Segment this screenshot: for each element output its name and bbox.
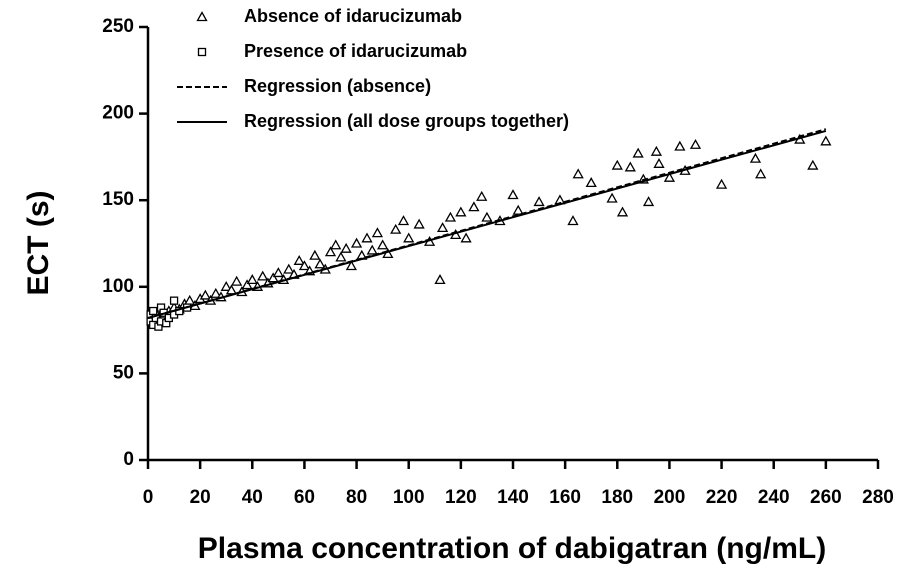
- point: [689, 138, 702, 149]
- point: [674, 140, 686, 151]
- point: [267, 272, 279, 283]
- point: [397, 215, 410, 226]
- y-axis-title: ECT (s): [22, 191, 55, 296]
- point: [377, 239, 389, 250]
- point: [653, 158, 665, 168]
- point: [755, 168, 767, 179]
- point: [184, 294, 196, 305]
- point: [283, 263, 295, 274]
- point: [199, 289, 211, 300]
- point: [149, 306, 158, 316]
- x-tick-label: 180: [601, 487, 633, 508]
- legend-label: Regression (all dose groups together): [244, 111, 569, 131]
- legend-label: Absence of idarucizumab: [244, 6, 462, 26]
- point: [309, 249, 321, 260]
- point: [330, 239, 342, 250]
- point: [476, 190, 488, 201]
- point: [460, 232, 472, 243]
- point: [231, 275, 243, 286]
- x-tick-label: 100: [393, 487, 425, 508]
- y-tick-label: 0: [123, 449, 134, 470]
- x-tick-label: 260: [810, 487, 842, 508]
- point: [390, 223, 402, 234]
- point: [507, 189, 519, 200]
- x-tick-label: 80: [346, 487, 367, 508]
- point: [210, 287, 222, 298]
- point: [335, 251, 347, 262]
- point: [533, 196, 545, 207]
- point: [298, 260, 311, 271]
- x-tick-label: 40: [242, 487, 263, 508]
- regression-line: [147, 129, 827, 319]
- point: [567, 215, 579, 226]
- point: [749, 152, 762, 163]
- point: [220, 280, 232, 291]
- point: [340, 242, 352, 253]
- x-tick-label: 20: [190, 487, 211, 508]
- point: [807, 159, 819, 170]
- point: [616, 206, 629, 217]
- y-tick-label: 100: [102, 276, 134, 297]
- point: [413, 218, 425, 229]
- point: [606, 192, 618, 203]
- point: [663, 171, 676, 182]
- x-tick-label: 120: [445, 487, 477, 508]
- point: [512, 204, 524, 215]
- point: [403, 232, 415, 243]
- point: [444, 211, 457, 222]
- x-tick-label: 280: [862, 487, 894, 508]
- x-axis-title: Plasma concentration of dabigatran (ng/m…: [198, 532, 826, 565]
- x-tick-label: 140: [497, 487, 529, 508]
- point: [820, 135, 832, 146]
- point: [272, 267, 284, 278]
- point: [314, 258, 326, 269]
- point: [468, 201, 480, 212]
- point: [611, 159, 623, 170]
- point: [366, 244, 378, 255]
- point: [650, 145, 663, 156]
- y-tick-label: 50: [113, 362, 134, 383]
- point: [324, 246, 337, 257]
- point: [436, 222, 449, 233]
- point: [361, 232, 373, 243]
- y-tick-label: 200: [102, 103, 134, 124]
- x-tick-label: 200: [654, 487, 686, 508]
- x-tick-label: 60: [294, 487, 315, 508]
- point: [572, 168, 584, 179]
- legend-symbol: [197, 47, 207, 57]
- point: [350, 237, 363, 248]
- point: [455, 206, 467, 217]
- point: [241, 279, 253, 290]
- point: [585, 177, 597, 188]
- point: [246, 274, 258, 285]
- point: [434, 274, 446, 285]
- point: [371, 227, 384, 238]
- point: [642, 196, 655, 207]
- point: [715, 178, 728, 189]
- x-tick-label: 220: [706, 487, 738, 508]
- point: [293, 254, 305, 265]
- legend-label: Regression (absence): [244, 76, 431, 96]
- point: [481, 211, 493, 222]
- point: [257, 270, 269, 281]
- legend-symbol: [196, 11, 208, 22]
- x-tick-label: 160: [549, 487, 581, 508]
- x-tick-label: 240: [758, 487, 790, 508]
- y-tick-label: 150: [102, 189, 134, 210]
- point: [345, 260, 357, 271]
- point: [632, 147, 644, 158]
- point: [624, 161, 636, 172]
- x-tick-label: 0: [143, 487, 154, 508]
- y-tick-label: 250: [102, 16, 134, 37]
- point: [169, 296, 179, 305]
- legend-label: Presence of idarucizumab: [244, 41, 467, 61]
